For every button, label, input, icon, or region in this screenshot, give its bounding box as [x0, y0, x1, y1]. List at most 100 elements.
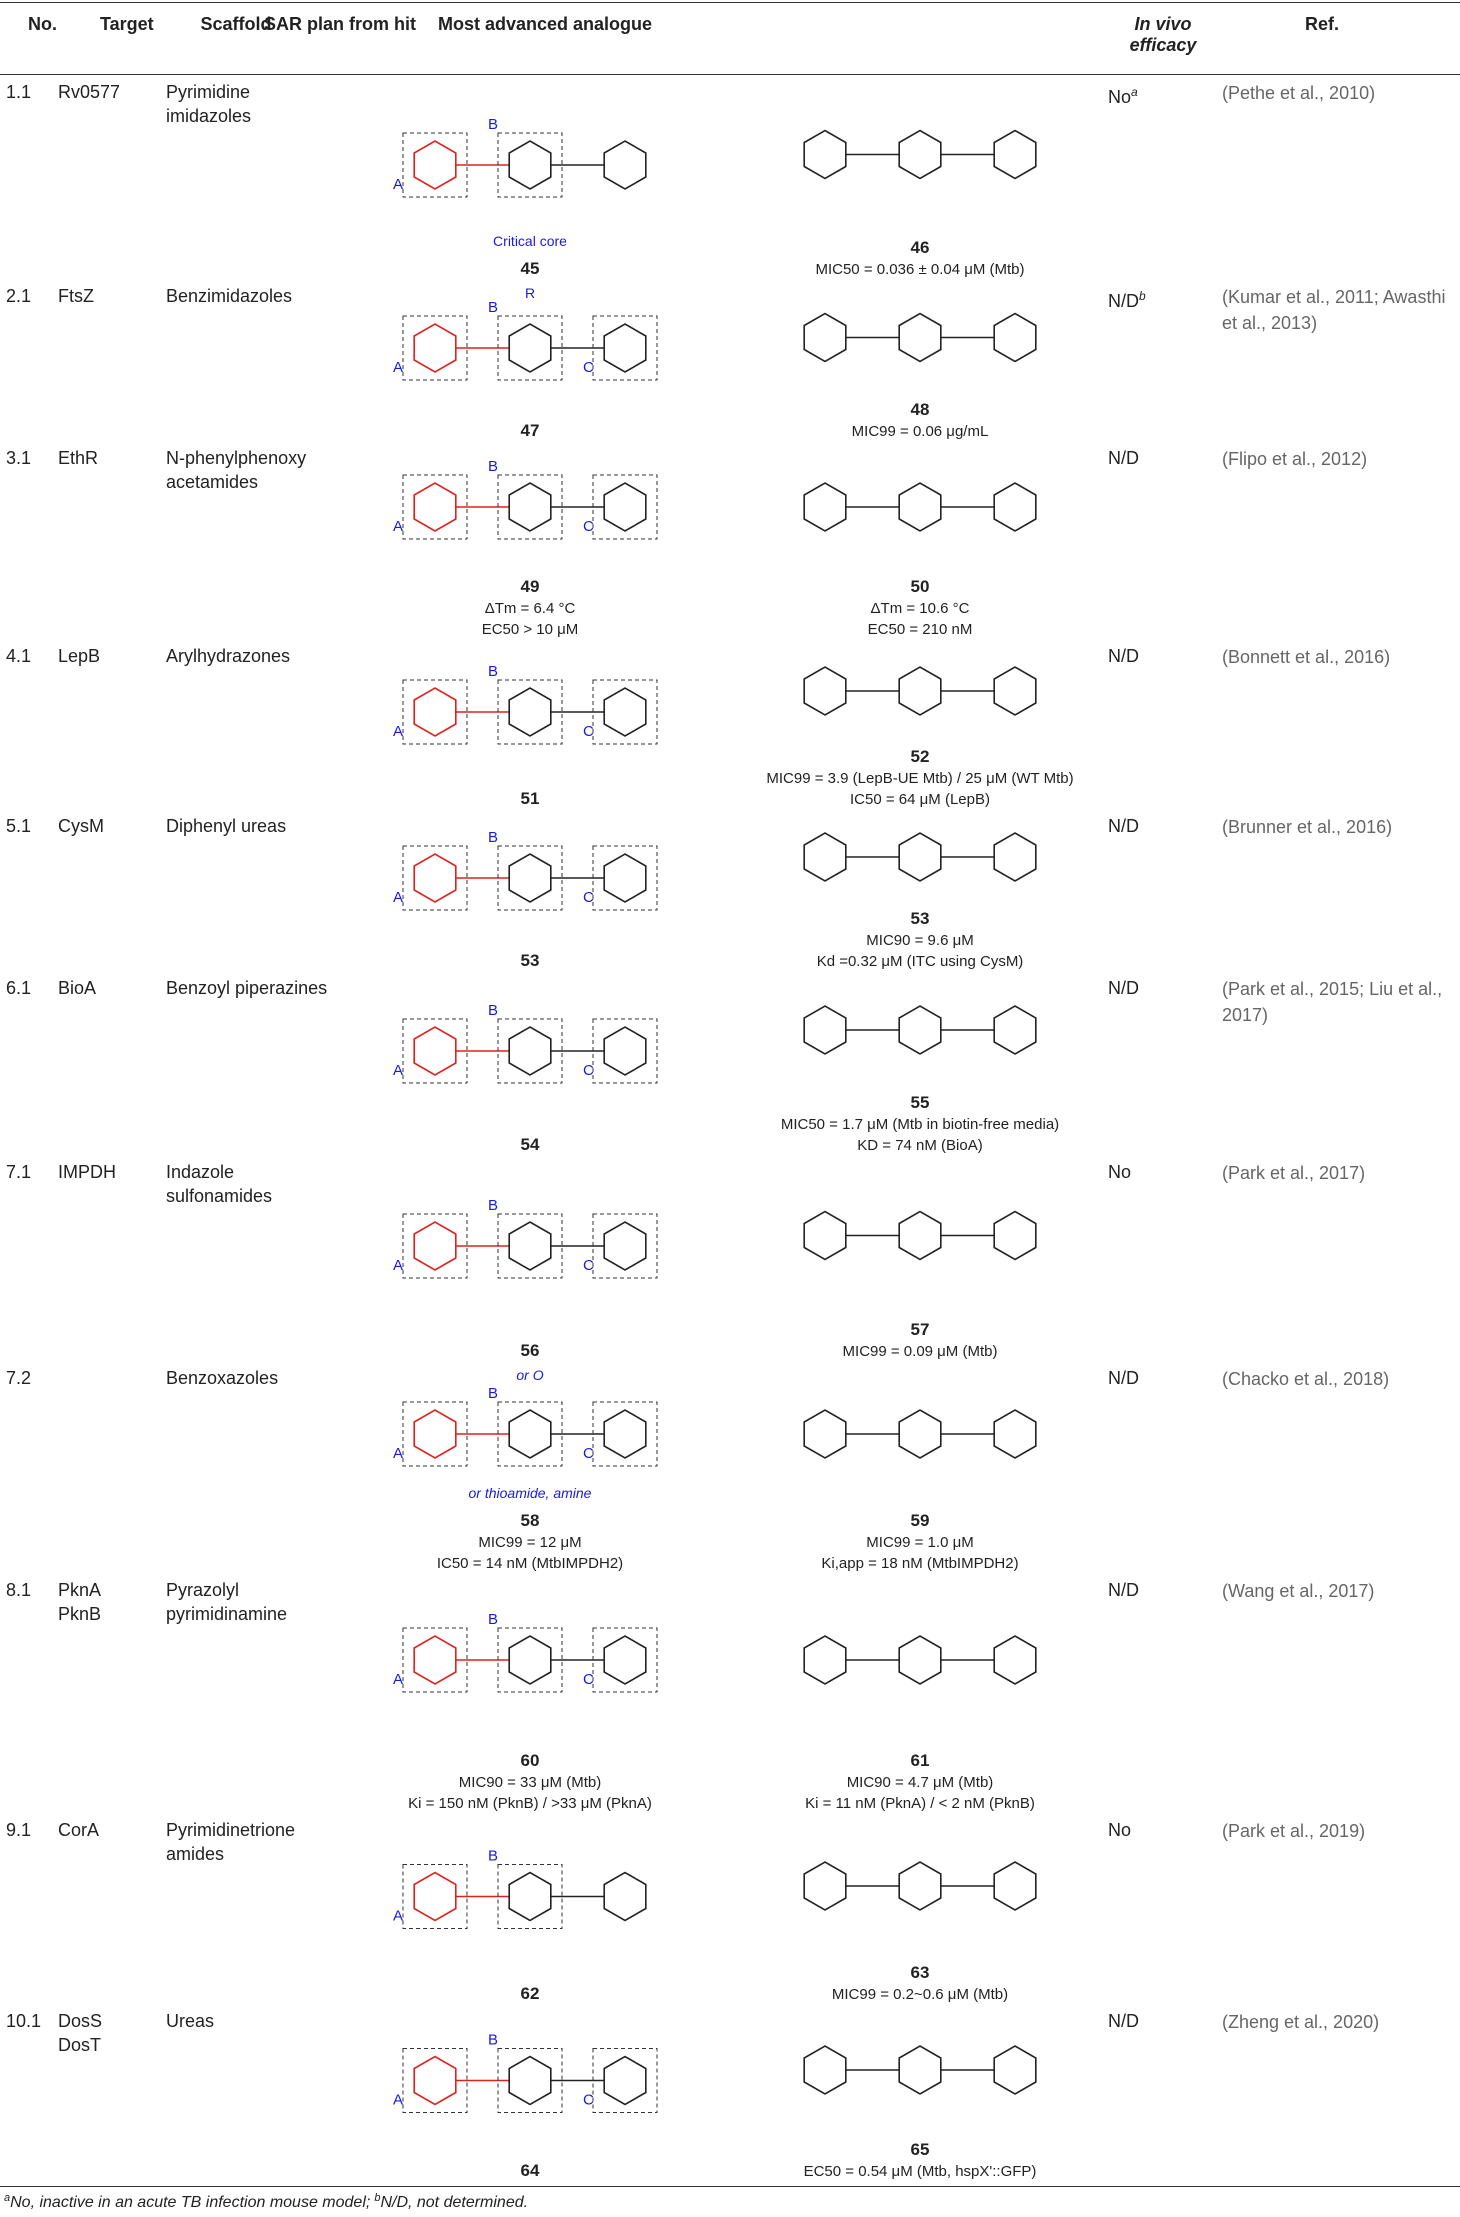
in-vivo-value: N/D: [1108, 291, 1139, 311]
ring: [508, 853, 552, 903]
ring: [603, 1026, 647, 1076]
compound-number: 62: [520, 1984, 540, 2003]
ring: [898, 129, 942, 180]
in-vivo: N/D: [1108, 1366, 1139, 1390]
reference: (Bonnett et al., 2016): [1222, 647, 1391, 667]
target: EthR: [58, 448, 99, 468]
ring: [603, 853, 647, 903]
compound-number: 46: [910, 238, 930, 257]
structure: [803, 312, 1037, 363]
in-vivo: No: [1108, 1818, 1131, 1842]
target: LepB: [58, 646, 101, 666]
row-number: 8.1: [6, 1580, 32, 1600]
region-label: B: [488, 1611, 498, 1628]
region-label: A: [393, 518, 403, 535]
column-header: No.: [28, 14, 57, 34]
region-label: C: [583, 723, 594, 740]
activity-note: Kd =0.32 μM (ITC using CysM): [816, 953, 1024, 970]
region-label: B: [488, 663, 498, 680]
compound-number: 50: [910, 577, 930, 596]
region-label: A: [393, 1445, 403, 1462]
footnote-text: No, inactive in an acute TB infection mo…: [10, 2194, 371, 2212]
ring: [803, 1861, 847, 1911]
ring: [508, 687, 552, 737]
hit-cell: A B C 56: [340, 1160, 720, 1362]
ring: [603, 2055, 647, 2106]
activity-note: MIC99 = 0.2~0.6 μM (Mtb): [831, 1986, 1009, 2003]
in-vivo: N/D: [1108, 446, 1139, 470]
ring: [508, 140, 552, 190]
scaffold: Benzimidazoles: [166, 286, 293, 306]
compound-number: 64: [520, 2161, 540, 2180]
in-vivo: N/D: [1108, 976, 1139, 1000]
reference: (Brunner et al., 2016): [1222, 817, 1393, 837]
region-box: [497, 132, 563, 198]
ring: [803, 666, 847, 716]
structure: A B Cor O or thioamide, amine: [393, 1367, 658, 1501]
ring: [993, 1005, 1037, 1055]
target: BioA: [58, 978, 97, 998]
ring: [803, 1409, 847, 1459]
analogue-cell: 65 EC50 = 0.54 μM (Mtb, hspX'::GFP): [730, 2009, 1110, 2182]
row-number: 2.1: [6, 286, 32, 306]
ring: [603, 140, 647, 190]
activity-note: IC50 = 14 nM (MtbIMPDH2): [436, 1555, 624, 1572]
activity-note: EC50 > 10 μM: [481, 621, 579, 638]
row-number: 7.1: [6, 1162, 32, 1182]
ring: [603, 1221, 647, 1271]
region-box: [592, 315, 658, 381]
ring: [993, 1210, 1037, 1261]
region-box: [497, 1627, 563, 1693]
footnote-mark: b: [1139, 289, 1146, 303]
ring: [993, 312, 1037, 363]
region-note: or thioamide, amine: [469, 1485, 592, 1501]
top-rule: [0, 2, 1460, 3]
region-box: [592, 1401, 658, 1467]
ring: [603, 687, 647, 737]
compound-number: 57: [910, 1320, 930, 1339]
hit-cell: A B C 49 ΔTm = 6.4 °C EC50 > 10 μM: [340, 446, 720, 640]
region-label: B: [488, 458, 498, 475]
ring: [413, 687, 457, 737]
region-box: [402, 1213, 468, 1279]
reference: (Flipo et al., 2012): [1222, 449, 1368, 469]
compound-number: 53: [520, 951, 540, 970]
activity-note: ΔTm = 10.6 °C: [870, 600, 970, 617]
in-vivo: N/Db: [1108, 284, 1146, 313]
activity-note: MIC99 = 0.09 μM (Mtb): [842, 1343, 998, 1360]
ring: [803, 482, 847, 532]
scaffold: Arylhydrazones: [166, 646, 291, 666]
ring: [413, 1871, 457, 1922]
region-label: B: [488, 1848, 498, 1865]
reference: (Park et al., 2019): [1222, 1821, 1366, 1841]
ring: [993, 129, 1037, 180]
ring: [413, 482, 457, 532]
analogue-cell: 53 MIC90 = 9.6 μM Kd =0.32 μM (ITC using C…: [730, 814, 1110, 972]
region-box: [402, 845, 468, 911]
structure: [803, 1409, 1037, 1459]
compound-number: 60: [520, 1751, 540, 1770]
region-box: [402, 315, 468, 381]
scaffold: Pyrimidinetrione amides: [166, 1820, 296, 1864]
ring: [898, 1409, 942, 1459]
activity-note: MIC90 = 4.7 μM (Mtb): [846, 1774, 994, 1791]
region-label: C: [583, 889, 594, 906]
scaffold: Indazole sulfonamides: [166, 1162, 273, 1206]
column-header: Most advanced analogue: [437, 14, 653, 34]
target: CysM: [58, 816, 104, 836]
hit-cell: A B 62: [340, 1818, 720, 2005]
compound-number: 53: [910, 909, 930, 928]
ring: [803, 1635, 847, 1685]
activity-note: Ki,app = 18 nM (MtbIMPDH2): [821, 1555, 1019, 1572]
bottom-rule: [0, 2186, 1460, 2187]
row-number: 10.1: [6, 2011, 42, 2031]
region-box: [497, 845, 563, 911]
ring: [898, 482, 942, 532]
compound-number: 59: [910, 1511, 930, 1530]
ring: [898, 1635, 942, 1685]
region-label: A: [393, 2092, 403, 2109]
ring: [413, 1635, 457, 1685]
region-box: [497, 1213, 563, 1279]
column-header: Scaffold: [200, 14, 272, 34]
reference: (Wang et al., 2017): [1222, 1581, 1375, 1601]
